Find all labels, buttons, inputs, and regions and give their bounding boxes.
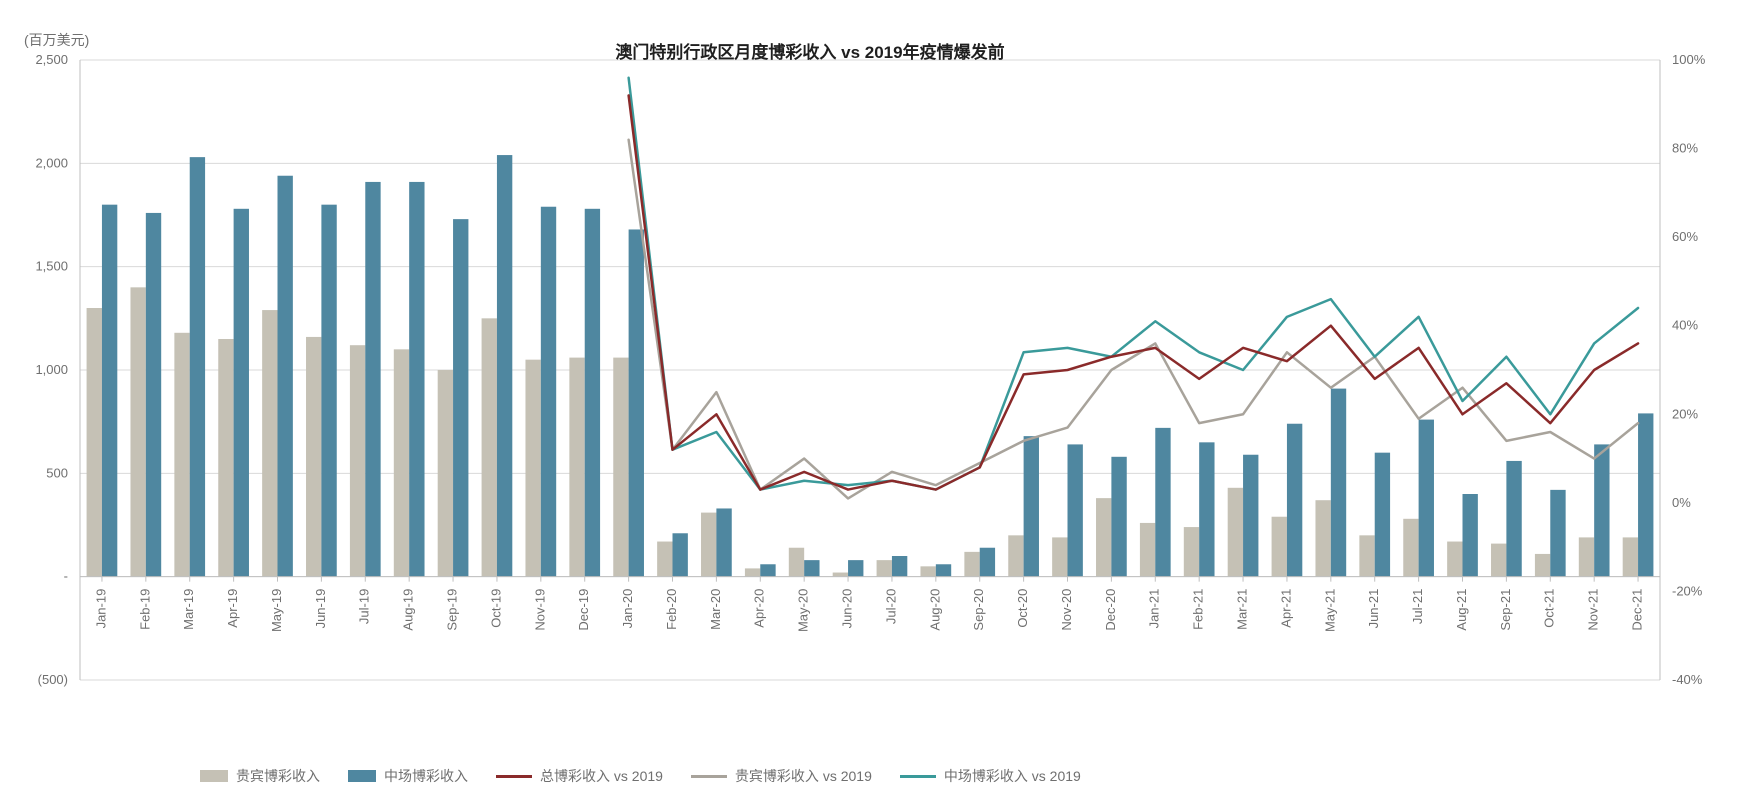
chart-svg: (500) - 500 1,000 1,500 2,000 2,500 -40% -20% 0% 2…: [0, 0, 1741, 801]
svg-text:Jul-19: Jul-19: [357, 589, 372, 624]
svg-text:Mar-21: Mar-21: [1234, 589, 1249, 630]
svg-text:Jun-20: Jun-20: [839, 589, 854, 629]
svg-text:Apr-20: Apr-20: [752, 589, 767, 628]
legend-swatch-mass-line: [900, 775, 936, 778]
svg-text:Oct-20: Oct-20: [1015, 589, 1030, 628]
svg-text:Jan-19: Jan-19: [93, 589, 108, 629]
legend-swatch-total-line: [496, 775, 532, 778]
svg-text:Jul-20: Jul-20: [883, 589, 898, 624]
svg-text:Dec-19: Dec-19: [576, 589, 591, 631]
legend-swatch-vip-bar: [200, 770, 228, 782]
svg-text:Feb-20: Feb-20: [664, 589, 679, 630]
legend: 贵宾博彩收入 中场博彩收入 总博彩收入 vs 2019 贵宾博彩收入 vs 20…: [200, 766, 1081, 786]
svg-text:2,500: 2,500: [35, 52, 68, 67]
svg-text:Sep-21: Sep-21: [1498, 589, 1513, 631]
svg-text:Jul-21: Jul-21: [1410, 589, 1425, 624]
svg-text:20%: 20%: [1672, 406, 1698, 421]
svg-text:Dec-20: Dec-20: [1103, 589, 1118, 631]
svg-text:Aug-20: Aug-20: [927, 589, 942, 631]
svg-text:Sep-19: Sep-19: [444, 589, 459, 631]
svg-text:Nov-21: Nov-21: [1586, 589, 1601, 631]
svg-text:May-21: May-21: [1322, 589, 1337, 632]
svg-text:Jan-20: Jan-20: [620, 589, 635, 629]
svg-text:-: -: [64, 569, 68, 584]
svg-text:Feb-19: Feb-19: [137, 589, 152, 630]
legend-item-mass-line: 中场博彩收入 vs 2019: [900, 766, 1081, 786]
svg-text:(500): (500): [38, 672, 68, 687]
svg-text:Mar-20: Mar-20: [708, 589, 723, 630]
svg-text:500: 500: [46, 465, 68, 480]
legend-item-mass-bar: 中场博彩收入: [348, 766, 468, 786]
svg-text:Jun-21: Jun-21: [1366, 589, 1381, 629]
svg-text:Aug-19: Aug-19: [401, 589, 416, 631]
legend-item-vip-bar: 贵宾博彩收入: [200, 766, 320, 786]
svg-text:0%: 0%: [1672, 495, 1691, 510]
svg-text:-20%: -20%: [1672, 583, 1703, 598]
legend-swatch-vip-line: [691, 775, 727, 778]
svg-text:60%: 60%: [1672, 229, 1698, 244]
legend-label: 中场博彩收入 vs 2019: [944, 766, 1081, 786]
chart-title: 澳门特别行政区月度博彩收入 vs 2019年疫情爆发前: [430, 38, 1190, 63]
svg-text:May-20: May-20: [796, 589, 811, 632]
svg-text:Apr-21: Apr-21: [1278, 589, 1293, 628]
svg-text:Aug-21: Aug-21: [1454, 589, 1469, 631]
legend-item-vip-line: 贵宾博彩收入 vs 2019: [691, 766, 872, 786]
svg-text:-40%: -40%: [1672, 672, 1703, 687]
svg-text:Oct-19: Oct-19: [488, 589, 503, 628]
svg-text:May-19: May-19: [269, 589, 284, 632]
legend-label: 中场博彩收入: [384, 766, 468, 786]
svg-text:1,500: 1,500: [35, 259, 68, 274]
legend-item-total-line: 总博彩收入 vs 2019: [496, 766, 663, 786]
svg-text:80%: 80%: [1672, 141, 1698, 156]
svg-text:Sep-20: Sep-20: [971, 589, 986, 631]
legend-label: 贵宾博彩收入 vs 2019: [735, 766, 872, 786]
legend-swatch-mass-bar: [348, 770, 376, 782]
svg-text:Apr-19: Apr-19: [225, 589, 240, 628]
svg-text:Jan-21: Jan-21: [1147, 589, 1162, 629]
svg-text:100%: 100%: [1672, 52, 1706, 67]
svg-text:Mar-19: Mar-19: [181, 589, 196, 630]
svg-text:Jun-19: Jun-19: [313, 589, 328, 629]
y-axis-unit-label: (百万美元): [24, 30, 89, 50]
svg-text:Nov-19: Nov-19: [532, 589, 547, 631]
svg-text:Oct-21: Oct-21: [1542, 589, 1557, 628]
legend-label: 贵宾博彩收入: [236, 766, 320, 786]
svg-text:Dec-21: Dec-21: [1629, 589, 1644, 631]
legend-label: 总博彩收入 vs 2019: [540, 766, 663, 786]
svg-text:1,000: 1,000: [35, 362, 68, 377]
svg-text:40%: 40%: [1672, 318, 1698, 333]
svg-text:Feb-21: Feb-21: [1191, 589, 1206, 630]
svg-text:Nov-20: Nov-20: [1059, 589, 1074, 631]
svg-text:2,000: 2,000: [35, 155, 68, 170]
chart-container: (百万美元) 澳门特别行政区月度博彩收入 vs 2019年疫情爆发前 (500)…: [0, 0, 1741, 801]
